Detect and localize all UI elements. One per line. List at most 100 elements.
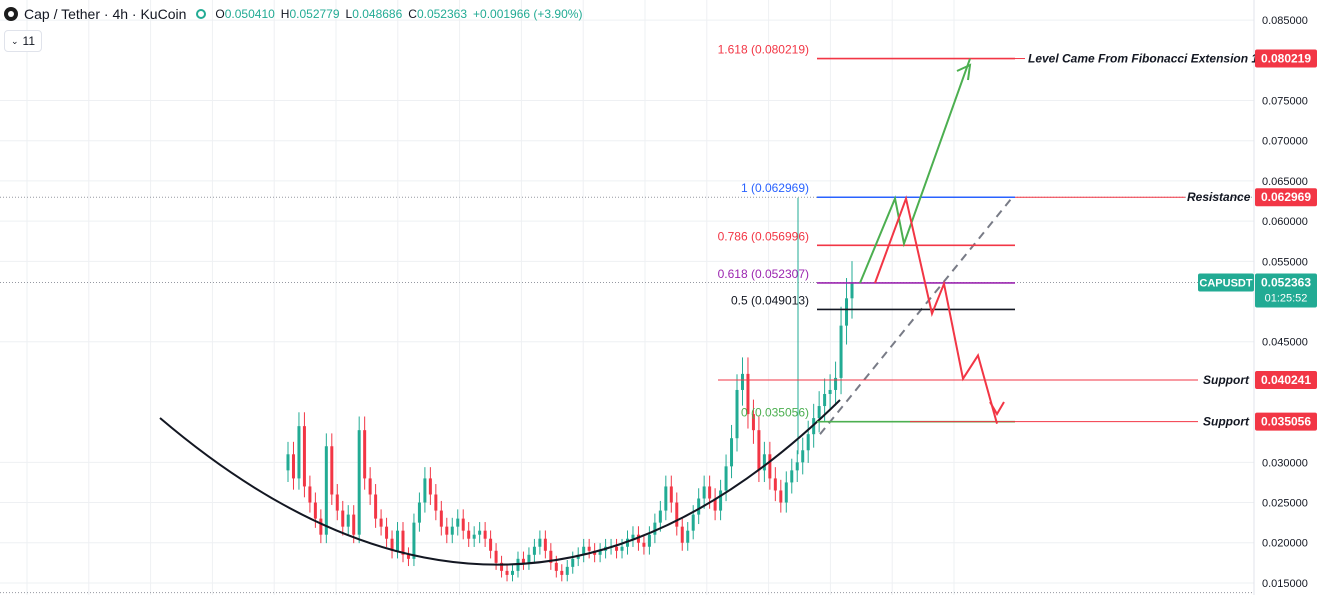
candle-body xyxy=(713,498,717,511)
ohlc-key: O xyxy=(215,7,225,21)
dashed-trend-line xyxy=(819,197,1013,435)
candle-body xyxy=(319,518,323,535)
candle-body xyxy=(817,406,821,419)
candle-body xyxy=(543,538,547,551)
candle-body xyxy=(620,546,624,551)
price-tag-bg xyxy=(1255,412,1317,431)
price-tag-value: 0.040241 xyxy=(1261,373,1311,387)
candle-body xyxy=(658,510,662,523)
candle-body xyxy=(560,570,564,575)
fib-level-label: 0.618 (0.052307) xyxy=(718,267,809,281)
candle-body xyxy=(417,502,421,523)
candle-body xyxy=(390,538,394,551)
candle-body xyxy=(691,514,695,531)
symbol-tag: CAPUSDT xyxy=(1199,278,1252,290)
ohlc-key: C xyxy=(408,7,417,21)
candle-body xyxy=(500,562,504,571)
candle-body xyxy=(571,558,575,567)
candle-body xyxy=(286,454,290,471)
candle-body xyxy=(335,494,339,511)
current-price-value: 0.052363 xyxy=(1261,276,1311,290)
candle-body xyxy=(625,538,629,547)
chart-legend: Cap / Tether · 4h · KuCoin O0.050410 H0.… xyxy=(4,6,582,22)
y-tick-label: 0.030000 xyxy=(1262,457,1308,469)
candle-body xyxy=(341,510,345,527)
fib-level-label: 1.618 (0.080219) xyxy=(718,43,809,57)
symbol-title[interactable]: Cap / Tether · 4h · KuCoin xyxy=(24,6,187,22)
price-tag-bg xyxy=(1255,370,1317,389)
price-tag-value: 0.062969 xyxy=(1261,190,1311,204)
candle-body xyxy=(472,534,476,539)
candle-body xyxy=(439,510,443,527)
candle-body xyxy=(511,570,515,575)
ohlc-value: 0.052363 xyxy=(416,7,468,21)
ohlc-key: L xyxy=(345,7,353,21)
annotation-label: Resistance xyxy=(1187,190,1251,204)
y-tick-label: 0.070000 xyxy=(1262,136,1308,148)
candle-body xyxy=(751,414,755,431)
candle-body xyxy=(456,518,460,527)
candle-body xyxy=(494,550,498,563)
bearish-arrow-head xyxy=(989,401,1005,416)
candle-body xyxy=(746,373,750,415)
chevron-down-icon: ⌄ xyxy=(11,35,19,46)
candle-body xyxy=(505,570,509,575)
candle-body xyxy=(850,282,854,299)
bullish-arrow-head xyxy=(956,63,972,81)
current-price-tag-bg xyxy=(1255,273,1317,308)
candle-body xyxy=(385,526,389,539)
candle-body xyxy=(368,478,372,495)
candle-body xyxy=(615,546,619,551)
candle-body xyxy=(839,325,843,378)
candle-body xyxy=(708,486,712,499)
candle-body xyxy=(406,554,410,559)
candle-body xyxy=(680,526,684,543)
price-tag-bg xyxy=(1255,49,1317,68)
ohlc-value: 0.050410 xyxy=(224,7,275,21)
candle-body xyxy=(461,518,465,531)
candle-body xyxy=(790,470,794,483)
candle-body xyxy=(834,377,838,390)
candle-body xyxy=(845,298,849,326)
ohlc-values: O0.050410 H0.052779 L0.048686 C0.052363 … xyxy=(215,7,582,21)
candle-body xyxy=(642,542,646,547)
candle-body xyxy=(828,389,832,394)
annotation-label: Level Came From Fibonacci Extension 1 xyxy=(1028,52,1258,66)
candle-body xyxy=(565,566,569,575)
candle-body xyxy=(374,494,378,519)
y-tick-label: 0.060000 xyxy=(1262,216,1308,228)
indicators-toggle[interactable]: ⌄ 11 xyxy=(4,30,43,52)
candle-body xyxy=(434,494,438,511)
y-tick-label: 0.045000 xyxy=(1262,337,1308,349)
candle-body xyxy=(489,538,493,551)
candle-body xyxy=(653,522,657,535)
bearish-projection-path xyxy=(874,195,998,424)
candle-body xyxy=(768,454,772,479)
candle-body xyxy=(302,426,306,487)
candle-body xyxy=(582,546,586,555)
fib-level-label: 0 (0.035056) xyxy=(741,406,809,420)
candle-body xyxy=(779,490,783,503)
candle-body xyxy=(423,478,427,503)
fib-level-label: 0.5 (0.049013) xyxy=(731,293,809,307)
candle-body xyxy=(636,534,640,543)
candle-body xyxy=(363,430,367,479)
candle-body xyxy=(483,530,487,539)
candle-body xyxy=(773,478,777,491)
candle-body xyxy=(357,430,361,535)
y-tick-label: 0.085000 xyxy=(1262,15,1308,27)
candle-body xyxy=(740,373,744,390)
rounded-bottom-curve xyxy=(159,399,841,566)
price-tag-value: 0.035056 xyxy=(1261,415,1311,429)
candle-body xyxy=(724,466,728,491)
candle-body xyxy=(784,482,788,503)
countdown-timer: 01:25:52 xyxy=(1265,293,1308,305)
candle-body xyxy=(762,454,766,471)
candle-body xyxy=(538,538,542,547)
candle-body xyxy=(806,434,810,451)
annotation-label: Support xyxy=(1203,373,1250,387)
candle-body xyxy=(352,514,356,535)
candle-body xyxy=(823,393,827,407)
ohlc-value: 0.048686 xyxy=(352,7,403,21)
